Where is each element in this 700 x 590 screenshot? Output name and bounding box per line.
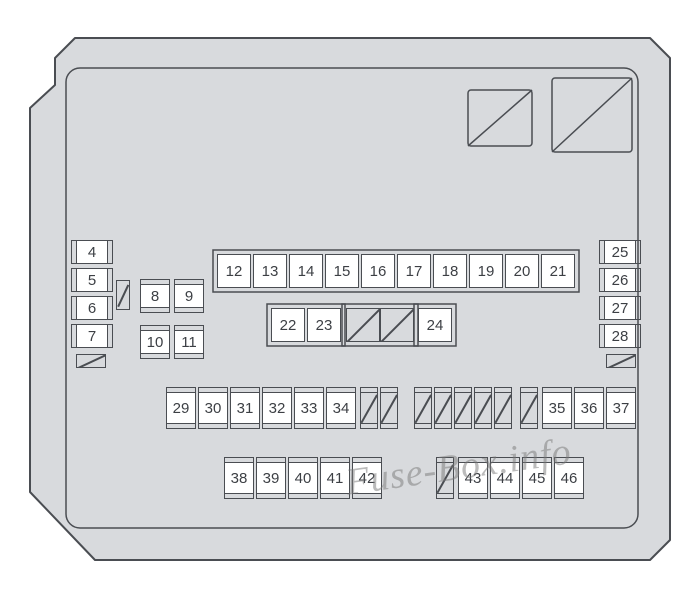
fuse-20: 20	[505, 254, 539, 288]
fuse-18: 18	[433, 254, 467, 288]
fuse-32: 32	[262, 392, 292, 424]
empty-slot	[346, 308, 380, 342]
fuse-14: 14	[289, 254, 323, 288]
fuse-4: 4	[76, 240, 108, 264]
empty-slot	[436, 462, 454, 494]
fuse-26: 26	[604, 268, 636, 292]
fuse-42: 42	[352, 462, 382, 494]
fuse-8: 8	[140, 284, 170, 308]
fuse-40: 40	[288, 462, 318, 494]
fuse-45: 45	[522, 462, 552, 494]
fuse-37: 37	[606, 392, 636, 424]
fuse-7: 7	[76, 324, 108, 348]
empty-slot	[380, 308, 414, 342]
fuse-25: 25	[604, 240, 636, 264]
empty-slot	[76, 354, 106, 368]
fuse-19: 19	[469, 254, 503, 288]
fuse-24: 24	[418, 308, 452, 342]
fuse-11: 11	[174, 330, 204, 354]
fuse-29: 29	[166, 392, 196, 424]
empty-slot	[414, 392, 432, 424]
fuse-panel	[0, 0, 700, 590]
fuse-16: 16	[361, 254, 395, 288]
empty-slot	[474, 392, 492, 424]
empty-slot	[520, 392, 538, 424]
empty-slot	[606, 354, 636, 368]
fuse-10: 10	[140, 330, 170, 354]
fuse-43: 43	[458, 462, 488, 494]
fuse-6: 6	[76, 296, 108, 320]
fuse-30: 30	[198, 392, 228, 424]
fuse-38: 38	[224, 462, 254, 494]
empty-slot	[434, 392, 452, 424]
fuse-41: 41	[320, 462, 350, 494]
fuse-12: 12	[217, 254, 251, 288]
fuse-35: 35	[542, 392, 572, 424]
fuse-27: 27	[604, 296, 636, 320]
fuse-17: 17	[397, 254, 431, 288]
fuse-21: 21	[541, 254, 575, 288]
fuse-39: 39	[256, 462, 286, 494]
fuse-33: 33	[294, 392, 324, 424]
fuse-44: 44	[490, 462, 520, 494]
fuse-5: 5	[76, 268, 108, 292]
fuse-34: 34	[326, 392, 356, 424]
empty-slot	[494, 392, 512, 424]
fuse-46: 46	[554, 462, 584, 494]
fuse-9: 9	[174, 284, 204, 308]
fuse-23: 23	[307, 308, 341, 342]
empty-slot	[116, 280, 130, 310]
fuse-28: 28	[604, 324, 636, 348]
fuse-31: 31	[230, 392, 260, 424]
fuse-13: 13	[253, 254, 287, 288]
fuse-22: 22	[271, 308, 305, 342]
empty-slot	[380, 392, 398, 424]
fuse-15: 15	[325, 254, 359, 288]
fuse-36: 36	[574, 392, 604, 424]
empty-slot	[360, 392, 378, 424]
empty-slot	[454, 392, 472, 424]
